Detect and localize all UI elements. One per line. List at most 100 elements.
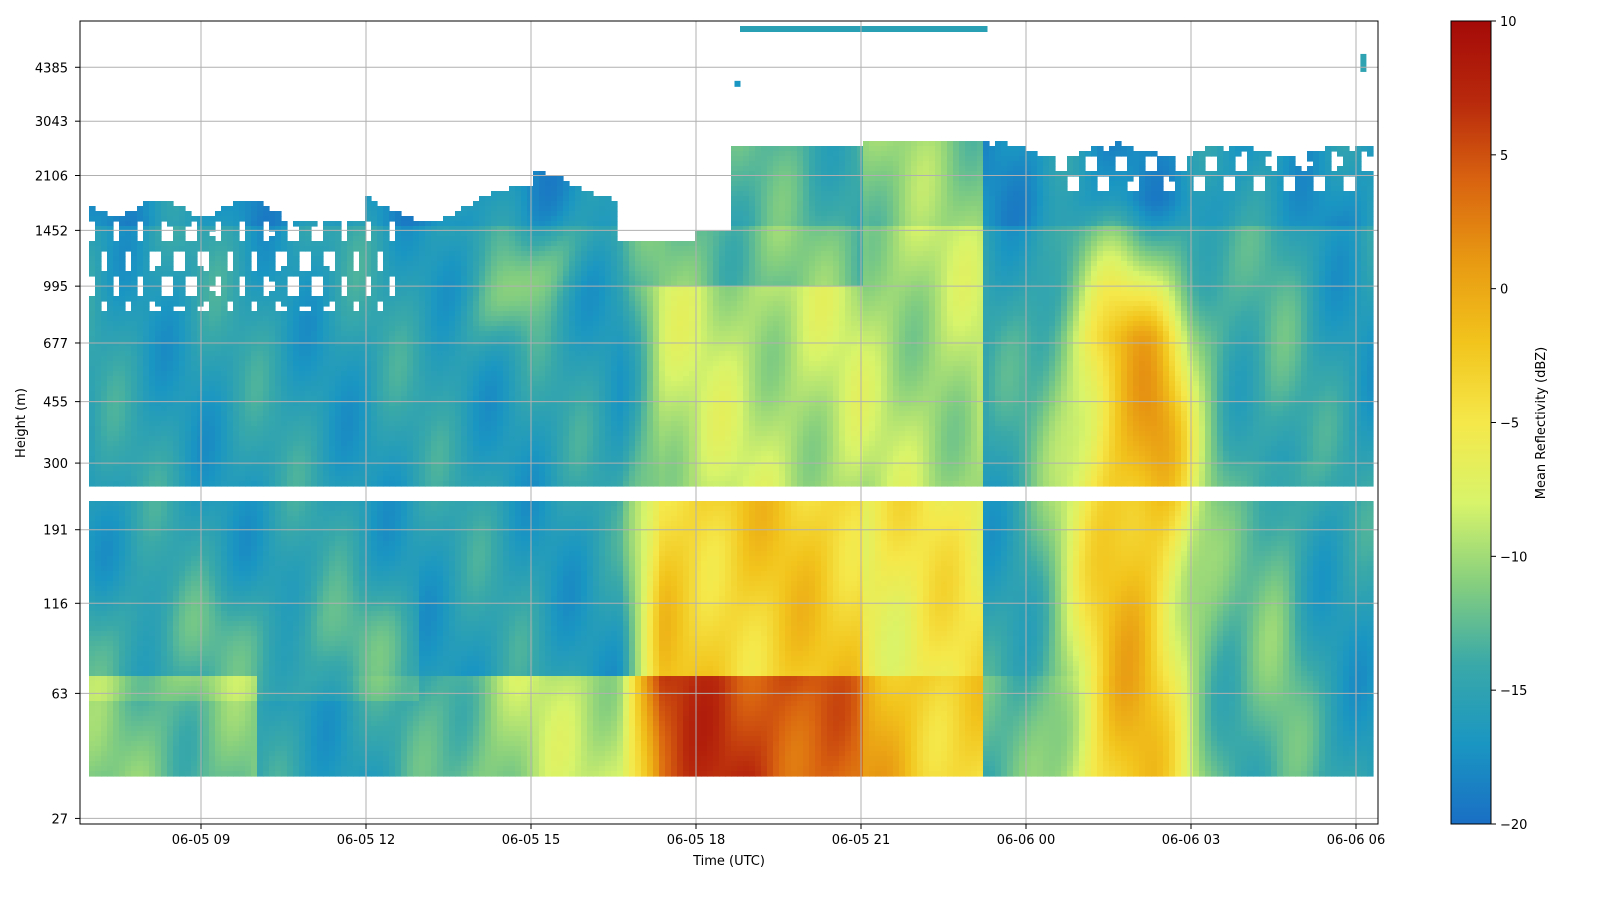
heatmap-cell: [281, 591, 288, 597]
heatmap-cell: [269, 391, 276, 397]
heatmap-cell: [359, 276, 366, 282]
heatmap-cell: [269, 586, 276, 592]
heatmap-cell: [221, 506, 228, 512]
heatmap-cell: [263, 631, 270, 637]
heatmap-cell: [89, 466, 96, 472]
heatmap-cell: [101, 456, 108, 462]
heatmap-cell: [257, 701, 264, 707]
heatmap-cell: [245, 621, 252, 627]
heatmap-cell: [227, 421, 234, 427]
heatmap-cell: [323, 566, 330, 572]
heatmap-cell: [203, 281, 210, 287]
heatmap-cell: [125, 676, 132, 682]
heatmap-cell: [269, 731, 276, 737]
heatmap-cell: [299, 596, 306, 602]
heatmap-cell: [251, 391, 258, 397]
heatmap-cell: [239, 241, 246, 247]
heatmap-cell: [125, 521, 132, 527]
heatmap-cell: [215, 351, 222, 357]
heatmap-cell: [311, 416, 318, 422]
heatmap-cell: [137, 646, 144, 652]
heatmap-cell: [125, 746, 132, 752]
heatmap-cell: [263, 421, 270, 427]
heatmap-cell: [119, 271, 126, 277]
heatmap-cell: [143, 591, 150, 597]
heatmap-cell: [161, 206, 168, 212]
heatmap-cell: [185, 296, 192, 302]
heatmap-cell: [287, 451, 294, 457]
heatmap-cell: [203, 626, 210, 632]
heatmap-cell: [311, 696, 318, 702]
heatmap-cell: [233, 681, 240, 687]
heatmap-cell: [179, 761, 186, 767]
heatmap-cell: [245, 201, 252, 207]
heatmap-cell: [143, 726, 150, 732]
heatmap-cell: [239, 581, 246, 587]
heatmap-cell: [197, 541, 204, 547]
heatmap-cell: [227, 236, 234, 242]
heatmap-cell: [143, 741, 150, 747]
heatmap-cell: [329, 271, 336, 277]
heatmap-cell: [257, 751, 264, 757]
heatmap-cell: [131, 621, 138, 627]
heatmap-cell: [209, 426, 216, 432]
heatmap-cell: [167, 711, 174, 717]
heatmap-cell: [347, 436, 354, 442]
heatmap-cell: [293, 431, 300, 437]
heatmap-cell: [305, 541, 312, 547]
heatmap-cell: [203, 321, 210, 327]
heatmap-cell: [209, 681, 216, 687]
heatmap-cell: [131, 641, 138, 647]
heatmap-cell: [311, 701, 318, 707]
heatmap-cell: [269, 461, 276, 467]
heatmap-cell: [137, 516, 144, 522]
heatmap-cell: [341, 711, 348, 717]
heatmap-cell: [263, 696, 270, 702]
heatmap-cell: [299, 696, 306, 702]
heatmap-cell: [251, 296, 258, 302]
heatmap-cell: [185, 476, 192, 482]
heatmap-cell: [107, 326, 114, 332]
heatmap-cell: [143, 451, 150, 457]
heatmap-cell: [167, 381, 174, 387]
heatmap-cell: [179, 741, 186, 747]
heatmap-cell: [101, 506, 108, 512]
heatmap-cell: [209, 431, 216, 437]
heatmap-cell: [335, 336, 342, 342]
heatmap-cell: [275, 386, 282, 392]
heatmap-cell: [257, 736, 264, 742]
heatmap-cell: [113, 761, 120, 767]
heatmap-cell: [269, 421, 276, 427]
heatmap-cell: [341, 526, 348, 532]
heatmap-cell: [281, 401, 288, 407]
heatmap-cell: [227, 276, 234, 282]
heatmap-cell: [227, 716, 234, 722]
heatmap-cell: [161, 626, 168, 632]
heatmap-cell: [239, 671, 246, 677]
heatmap-cell: [311, 516, 318, 522]
heatmap-cell: [179, 711, 186, 717]
heatmap-cell: [281, 301, 288, 307]
heatmap-cell: [149, 461, 156, 467]
heatmap-cell: [113, 216, 120, 222]
heatmap-cell: [221, 256, 228, 262]
heatmap-cell: [233, 716, 240, 722]
heatmap-cell: [353, 386, 360, 392]
heatmap-cell: [209, 296, 216, 302]
heatmap-cell: [113, 746, 120, 752]
heatmap-cell: [221, 221, 228, 227]
heatmap-cell: [197, 481, 204, 487]
heatmap-cell: [281, 721, 288, 727]
heatmap-cell: [299, 556, 306, 562]
heatmap-cell: [335, 581, 342, 587]
heatmap-cell: [227, 551, 234, 557]
heatmap-cell: [245, 531, 252, 537]
heatmap-cell: [353, 681, 360, 687]
heatmap-cell: [89, 661, 96, 667]
heatmap-cell: [197, 566, 204, 572]
heatmap-cell: [89, 471, 96, 477]
heatmap-cell: [323, 321, 330, 327]
heatmap-cell: [329, 511, 336, 517]
heatmap-cell: [245, 606, 252, 612]
heatmap-cell: [293, 701, 300, 707]
